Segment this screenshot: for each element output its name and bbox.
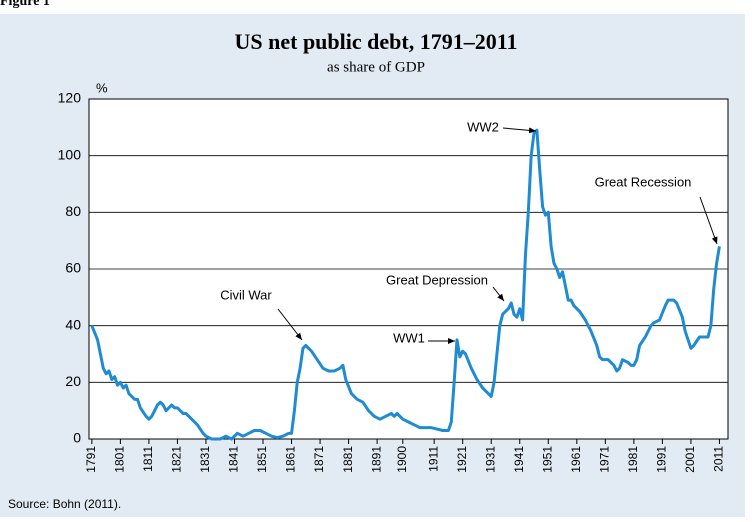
x-tick-label: 1961: [569, 446, 583, 473]
x-tick-label: 1821: [170, 446, 184, 473]
annotation: Great Recession: [595, 174, 692, 189]
x-tick-label: 1951: [540, 446, 554, 473]
y-tick-label: 100: [58, 146, 82, 162]
chart-title: US net public debt, 1791–2011: [235, 29, 518, 54]
y-tick-label: 20: [65, 373, 81, 389]
x-tick-label: 1851: [255, 446, 269, 473]
x-tick-label: 1791: [84, 446, 98, 473]
x-tick-label: 1971: [598, 446, 612, 473]
x-tick-label: 1911: [426, 446, 440, 472]
annotation-arrow: [699, 196, 718, 245]
y-tick-label: 60: [65, 260, 81, 276]
source: Source: Bohn (2011).: [8, 497, 121, 511]
x-tick-label: 1811: [141, 446, 155, 472]
y-axis-label: %: [96, 80, 108, 95]
x-tick-label: 1891: [369, 446, 383, 473]
annotation-arrow: [502, 127, 537, 134]
annotation: Civil War: [220, 287, 272, 302]
annotation: WW1: [393, 330, 425, 345]
annotation-arrow: [492, 286, 505, 302]
annotation-arrow: [277, 308, 303, 341]
data-line: [90, 128, 721, 441]
x-tick-label: 1991: [655, 446, 669, 473]
x-tick-label: 1900: [395, 446, 409, 473]
x-tick-label: 1931: [483, 446, 497, 473]
y-tick-label: 40: [65, 316, 81, 332]
y-tick-label: 120: [58, 90, 82, 106]
y-tick-label: 0: [73, 430, 81, 446]
x-tick-label: 1921: [455, 446, 469, 473]
x-tick-label: 1831: [198, 446, 212, 473]
chart-subtitle: as share of GDP: [327, 59, 425, 75]
x-tick-label: 1871: [312, 446, 326, 473]
x-tick-label: 2011: [712, 446, 726, 472]
x-tick-label: 1861: [284, 446, 298, 473]
y-tick-label: 80: [65, 203, 81, 219]
x-tick-label: 1941: [512, 446, 526, 473]
x-tick-label: 2001: [683, 446, 697, 473]
x-tick-label: 1801: [113, 446, 127, 473]
annotation: WW2: [467, 119, 499, 134]
figure-label: Figure 1: [0, 0, 50, 9]
x-tick-label: 1981: [626, 446, 640, 473]
annotation: Great Depression: [386, 272, 488, 287]
x-tick-label: 1841: [227, 446, 241, 473]
x-tick-label: 1881: [341, 446, 355, 473]
